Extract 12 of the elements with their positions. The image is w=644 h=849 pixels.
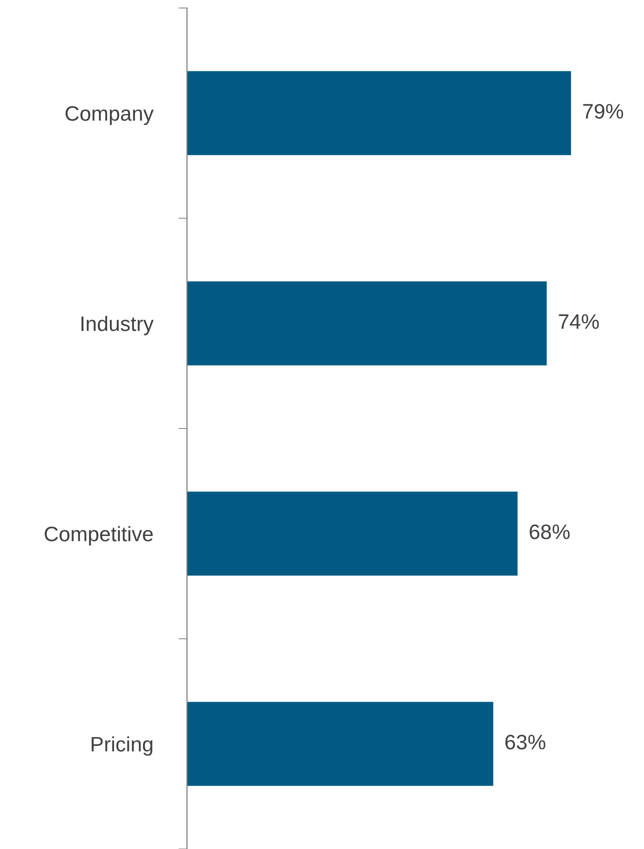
bar xyxy=(187,702,494,786)
y-tick-label: Competitive xyxy=(44,526,153,546)
y-tick-label: Industry xyxy=(81,316,154,336)
data-label: 74% xyxy=(558,314,599,329)
bar xyxy=(187,71,572,156)
data-label: 79% xyxy=(583,104,624,119)
bar xyxy=(187,492,518,576)
y-tick-label: Pricing xyxy=(92,736,152,756)
bar xyxy=(187,281,547,366)
data-label: 68% xyxy=(530,524,570,540)
data-label: 63% xyxy=(505,734,546,750)
y-tick-label: Company xyxy=(66,106,154,125)
